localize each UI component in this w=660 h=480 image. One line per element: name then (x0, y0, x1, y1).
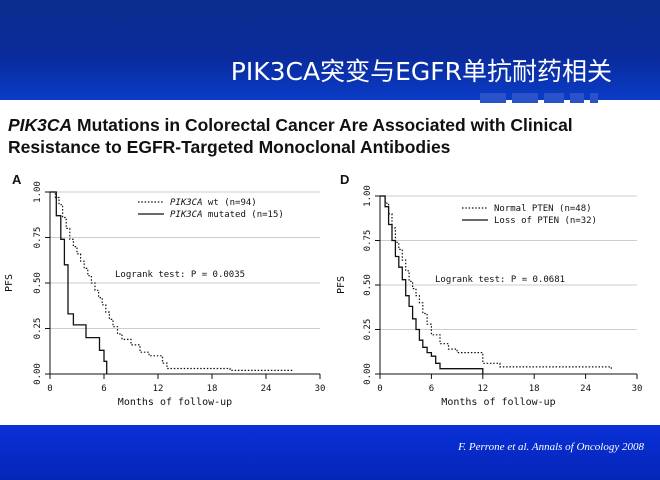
x-tick-label: 24 (580, 384, 591, 394)
paper-title: PIK3CA Mutations in Colorectal Cancer Ar… (8, 114, 573, 158)
paper-title-line2: Resistance to EGFR-Targeted Monoclonal A… (8, 137, 451, 157)
x-tick-label: 6 (101, 384, 106, 394)
slide-title: PIK3CA突变与EGFR单抗耐药相关 (230, 57, 612, 86)
citation: F. Perrone et al. Annals of Oncology 200… (458, 441, 644, 453)
y-tick-label: 1.00 (363, 185, 373, 207)
x-axis-label: Months of follow-up (118, 397, 232, 408)
panel-letter: A (12, 172, 22, 187)
y-tick-label: 0.75 (363, 230, 373, 252)
y-tick-label: 1.00 (33, 181, 43, 203)
x-tick-label: 24 (261, 384, 272, 394)
legend-label-text: mutated (n=15) (203, 210, 284, 220)
legend-label-gene: PIK3CA (170, 210, 203, 220)
logrank-annotation: Logrank test: P = 0.0035 (115, 270, 245, 280)
x-tick-label: 12 (153, 384, 164, 394)
y-tick-label: 0.25 (33, 318, 43, 340)
legend-label: PIK3CA wt (n=94) (170, 198, 257, 208)
y-tick-label: 0.50 (363, 274, 373, 296)
km-chart-a: 0.00 0.25 0.50 0.75 1.00 0 6 12 18 24 30 Months of … (4, 172, 326, 408)
x-tick-label: 18 (529, 384, 540, 394)
x-tick-label: 0 (47, 384, 52, 394)
y-tick-label: 0.25 (363, 319, 373, 341)
km-chart-d: 0.00 0.25 0.50 0.75 1.00 0 6 12 18 24 30 Months of … (336, 172, 643, 408)
header-decoration-bar (570, 93, 584, 103)
legend-label: PIK3CA mutated (n=15) (170, 210, 284, 220)
y-axis-label: PFS (4, 274, 15, 292)
x-tick-label: 30 (315, 384, 326, 394)
slide-footer (0, 425, 660, 480)
x-tick-label: 6 (429, 384, 434, 394)
legend-label-text: Loss of PTEN (n=32) (494, 216, 597, 226)
km-series-line (380, 195, 612, 371)
x-tick-label: 0 (377, 384, 382, 394)
y-axis-label: PFS (336, 276, 347, 294)
x-axis-label: Months of follow-up (441, 397, 555, 408)
x-tick-label: 12 (477, 384, 488, 394)
x-tick-label: 30 (632, 384, 643, 394)
y-tick-label: 0.00 (33, 363, 43, 385)
header-decoration-bar (544, 93, 564, 103)
y-tick-label: 0.75 (33, 227, 43, 249)
legend-label-text: wt (n=94) (203, 198, 257, 208)
km-series-line (50, 191, 108, 374)
header-decoration-bar (590, 93, 598, 103)
header-decoration-bar (480, 93, 506, 103)
header-decoration-bar (512, 93, 538, 103)
y-tick-label: 0.00 (363, 363, 373, 385)
legend-label-gene: PIK3CA (170, 198, 203, 208)
x-tick-label: 18 (207, 384, 218, 394)
paper-title-gene: PIK3CA (8, 115, 73, 135)
km-series-line (380, 195, 484, 374)
panel-letter: D (340, 172, 349, 187)
legend-label-text: Normal PTEN (n=48) (494, 204, 592, 214)
y-tick-label: 0.50 (33, 272, 43, 294)
paper-title-line1: Mutations in Colorectal Cancer Are Assoc… (72, 115, 573, 135)
slide-header: PIK3CA突变与EGFR单抗耐药相关 (0, 0, 660, 100)
legend-label: Normal PTEN (n=48) (494, 204, 592, 214)
legend-label: Loss of PTEN (n=32) (494, 216, 597, 226)
logrank-annotation: Logrank test: P = 0.0681 (435, 275, 565, 285)
km-series-line (50, 191, 293, 371)
